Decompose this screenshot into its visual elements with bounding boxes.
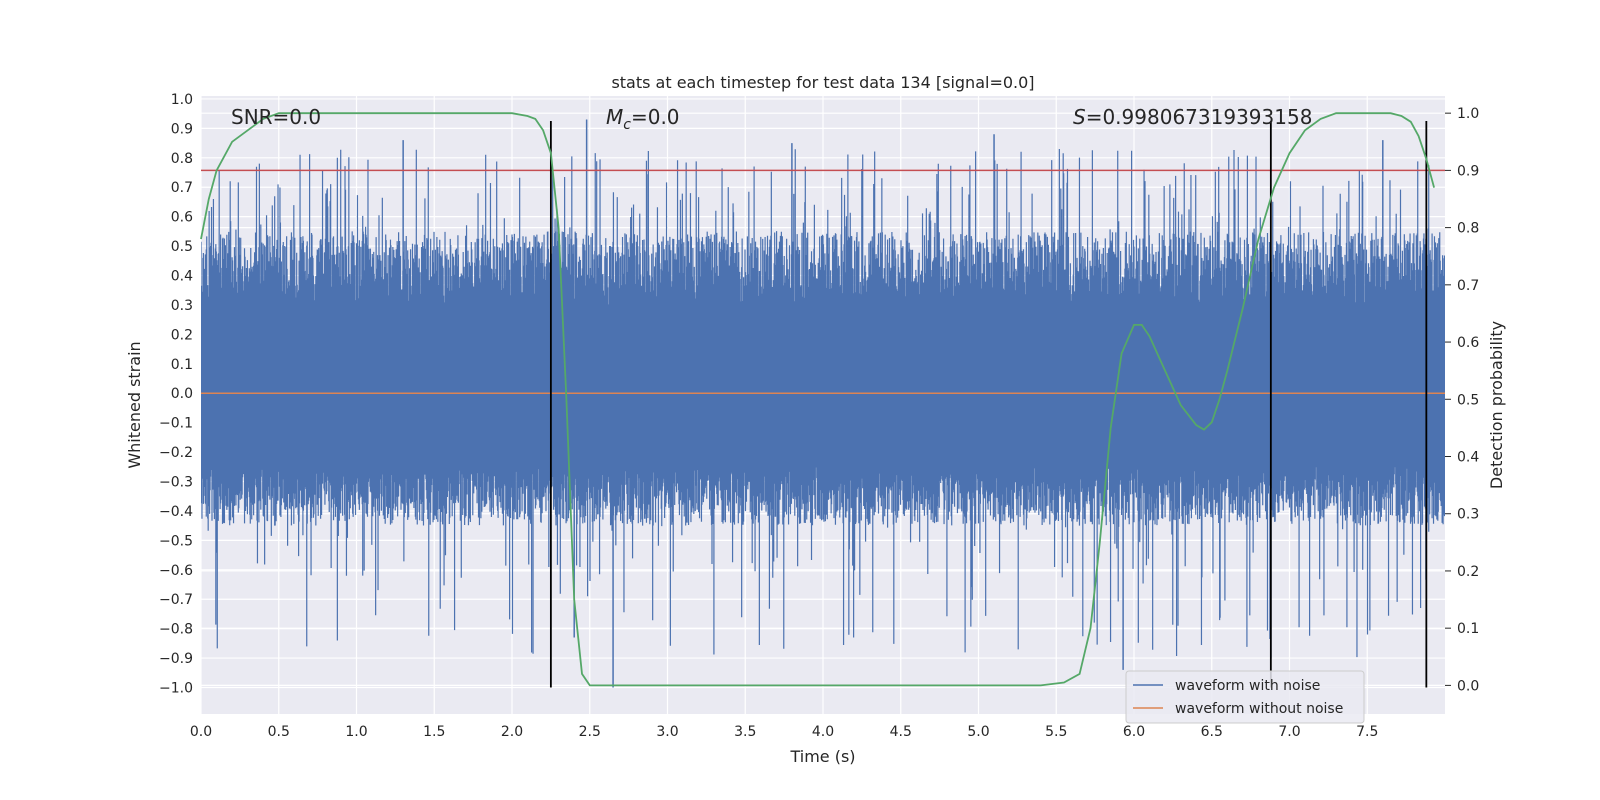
x-tick-label-8: 4.0: [812, 724, 834, 740]
y-right-tick-label-7: 0.3: [1457, 507, 1479, 523]
y-right-axis-label: Detection probability: [1487, 321, 1506, 489]
y-left-tick-label-1: 0.9: [171, 121, 193, 137]
y-left-tick-label-15: −0.5: [159, 533, 193, 549]
y-left-tick-label-6: 0.4: [171, 269, 193, 285]
x-tick-label-15: 7.5: [1356, 724, 1378, 740]
legend-label-clean: waveform without noise: [1175, 701, 1343, 717]
x-tick-label-9: 4.5: [890, 724, 912, 740]
detection-probability-series: [200, 112, 1435, 687]
y-right-tick-label-3: 0.7: [1457, 278, 1479, 294]
x-tick-label-5: 2.5: [579, 724, 601, 740]
x-tick-label-7: 3.5: [734, 724, 756, 740]
y-right-tick-label-1: 0.9: [1457, 163, 1479, 179]
score-symbol: S: [1073, 105, 1086, 129]
y-left-tick-label-14: −0.4: [159, 504, 193, 520]
x-tick-label-0: 0.0: [190, 724, 212, 740]
y-left-tick-label-12: −0.2: [159, 445, 193, 461]
y-right-tick-label-9: 0.1: [1457, 621, 1479, 637]
y-left-tick-label-19: −0.9: [159, 651, 193, 667]
chart-title: stats at each timestep for test data 134…: [611, 73, 1034, 92]
y-left-tick-label-0: 1.0: [171, 92, 193, 108]
waveform-with-noise-series: [201, 119, 1445, 688]
y-left-tick-label-11: −0.1: [159, 416, 193, 432]
chirp-mass-subscript: c: [623, 117, 631, 133]
y-left-tick-label-16: −0.6: [159, 563, 193, 579]
noise-waveform-path: [201, 149, 1445, 658]
score-value: =0.998067319393158: [1086, 105, 1313, 129]
y-right-tick-label-4: 0.6: [1457, 335, 1479, 351]
score-annotation: S=0.998067319393158: [1073, 105, 1312, 129]
detection-probability-line: [200, 112, 1435, 687]
y-right-tick-label-10: 0.0: [1457, 678, 1479, 694]
x-tick-label-13: 6.5: [1201, 724, 1223, 740]
y-left-tick-label-18: −0.8: [159, 622, 193, 638]
chirp-mass-symbol: M: [606, 105, 623, 129]
y-left-tick-label-10: 0.0: [171, 386, 193, 402]
y-left-tick-label-7: 0.3: [171, 298, 193, 314]
y-left-tick-label-9: 0.1: [171, 357, 193, 373]
chirp-mass-value: =0.0: [631, 105, 680, 129]
y-right-tick-label-5: 0.5: [1457, 392, 1479, 408]
y-right-tick-label-2: 0.8: [1457, 221, 1479, 237]
x-tick-label-1: 0.5: [268, 724, 290, 740]
chirp-mass-annotation: Mc=0.0: [606, 105, 680, 133]
x-tick-label-2: 1.0: [345, 724, 367, 740]
y-right-axis-ticks: 1.0 0.9 0.8 0.7 0.6 0.5 0.4 0.3 0.2 0.1 0.0: [1445, 106, 1479, 694]
y-right-tick-label-6: 0.4: [1457, 450, 1479, 466]
x-tick-label-6: 3.0: [656, 724, 678, 740]
vertical-markers: [549, 121, 1428, 688]
x-tick-label-14: 7.0: [1278, 724, 1300, 740]
y-left-tick-label-4: 0.6: [171, 210, 193, 226]
y-left-axis-label: Whitened strain: [125, 341, 144, 468]
x-tick-label-12: 6.0: [1123, 724, 1145, 740]
y-left-tick-label-17: −0.7: [159, 592, 193, 608]
legend-box: [1125, 670, 1365, 724]
x-axis-label: Time (s): [789, 747, 855, 766]
x-axis-ticks: 0.0 0.5 1.0 1.5 2.0 2.5 3.0 3.5 4.0 4.5 5.0 5.5 6.0 6…: [190, 724, 1379, 740]
y-left-tick-label-13: −0.3: [159, 475, 193, 491]
x-tick-label-4: 2.0: [501, 724, 523, 740]
y-right-tick-label-8: 0.2: [1457, 564, 1479, 580]
x-tick-label-11: 5.5: [1045, 724, 1067, 740]
snr-annotation: SNR=0.0: [231, 105, 321, 129]
y-left-tick-label-2: 0.8: [171, 151, 193, 167]
y-left-tick-label-3: 0.7: [171, 180, 193, 196]
x-tick-label-3: 1.5: [423, 724, 445, 740]
y-left-tick-label-5: 0.5: [171, 239, 193, 255]
x-tick-label-10: 5.0: [967, 724, 989, 740]
y-left-tick-label-20: −1.0: [159, 681, 193, 697]
legend-label-noise: waveform with noise: [1175, 678, 1320, 694]
annotations: SNR=0.0 Mc=0.0 S=0.998067319393158: [231, 105, 1312, 133]
y-right-tick-label-0: 1.0: [1457, 106, 1479, 122]
y-left-tick-label-8: 0.2: [171, 327, 193, 343]
y-left-axis-ticks: 1.0 0.9 0.8 0.7 0.6 0.5 0.4 0.3 0.2 0.1 0.0 −0.1 −0.…: [159, 92, 193, 697]
legend: waveform with noise waveform without noi…: [1125, 670, 1365, 724]
